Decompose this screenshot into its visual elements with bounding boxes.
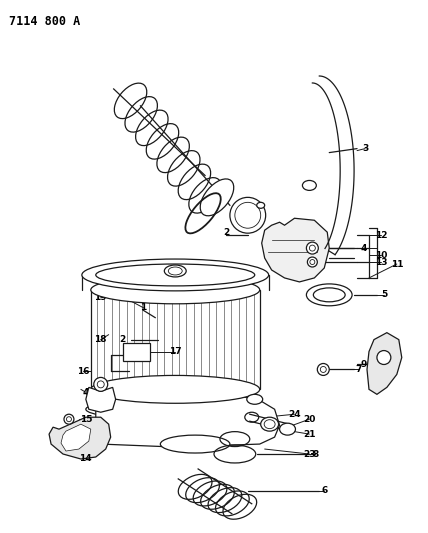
Polygon shape [367,333,402,394]
Text: 2: 2 [119,335,126,344]
Text: 8: 8 [312,449,318,458]
Text: 4: 4 [361,244,367,253]
Circle shape [317,364,329,375]
Ellipse shape [164,265,186,277]
Text: 12: 12 [374,231,387,240]
Ellipse shape [200,179,234,216]
Ellipse shape [257,203,265,208]
Text: 9: 9 [361,360,367,369]
Text: 2: 2 [223,228,229,237]
Text: 21: 21 [303,430,315,439]
Text: 1: 1 [140,303,146,312]
Ellipse shape [261,417,279,431]
Circle shape [64,414,74,424]
Text: 20: 20 [303,415,315,424]
Ellipse shape [91,276,260,304]
Text: 5: 5 [381,290,387,300]
FancyBboxPatch shape [122,343,150,360]
Text: 22: 22 [220,290,232,300]
Ellipse shape [96,264,255,286]
Text: 15: 15 [80,415,92,424]
Text: 19: 19 [95,293,107,302]
Text: 24: 24 [288,410,301,419]
Ellipse shape [230,197,266,233]
Circle shape [307,257,317,267]
Polygon shape [262,218,329,282]
Ellipse shape [86,398,265,420]
Ellipse shape [90,394,108,404]
Ellipse shape [82,259,269,291]
Polygon shape [96,397,279,447]
Circle shape [94,377,108,391]
Ellipse shape [91,375,260,403]
Text: 11: 11 [391,260,403,269]
Polygon shape [86,387,116,412]
Polygon shape [49,417,111,459]
Ellipse shape [235,203,261,228]
Text: 6: 6 [321,486,327,495]
Text: 4: 4 [83,388,89,397]
Ellipse shape [247,394,263,404]
Text: 16: 16 [77,367,89,376]
Text: 23: 23 [303,449,315,458]
Circle shape [377,351,391,365]
Circle shape [306,242,318,254]
Text: 3: 3 [362,144,368,153]
Ellipse shape [160,435,230,453]
Text: 14: 14 [80,455,92,464]
Text: 7114 800 A: 7114 800 A [9,15,80,28]
Text: 18: 18 [95,335,107,344]
Text: 13: 13 [374,257,387,266]
Polygon shape [61,424,91,451]
Ellipse shape [279,423,295,435]
Text: 17: 17 [169,347,181,356]
Text: 10: 10 [375,251,387,260]
Text: 7: 7 [356,365,362,374]
